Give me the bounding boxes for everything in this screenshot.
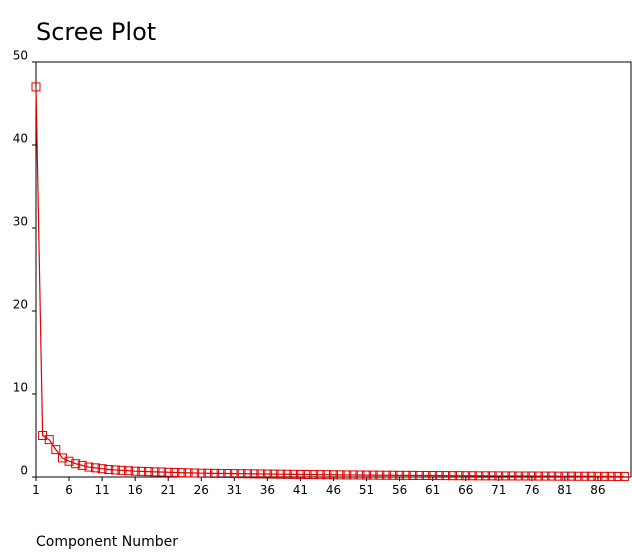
series-line (36, 87, 624, 477)
y-tick-label: 0 (20, 464, 28, 478)
x-tick-label: 56 (392, 483, 407, 497)
x-tick-label: 41 (293, 483, 308, 497)
y-tick-label: 20 (13, 298, 28, 312)
y-tick-label: 50 (13, 49, 28, 63)
x-tick-label: 76 (524, 483, 539, 497)
x-tick-label: 16 (128, 483, 143, 497)
x-tick-label: 11 (94, 483, 109, 497)
x-tick-label: 61 (425, 483, 440, 497)
y-tick-label: 40 (13, 132, 28, 146)
x-tick-label: 36 (260, 483, 275, 497)
x-tick-label: 21 (161, 483, 176, 497)
chart: Scree Plot Component Number 0 10 20 30 40 50 1… (0, 0, 632, 551)
x-tick-label: 6 (65, 483, 73, 497)
x-tick-label: 71 (491, 483, 506, 497)
y-tick-label: 10 (13, 381, 28, 395)
x-tick-label: 31 (227, 483, 242, 497)
x-tick-label: 81 (557, 483, 572, 497)
x-tick-label: 1 (32, 483, 40, 497)
x-tick-label: 66 (458, 483, 473, 497)
plot-frame (36, 62, 631, 477)
chart-title: Scree Plot (36, 18, 156, 46)
x-tick-label: 46 (326, 483, 341, 497)
x-tick-label: 51 (359, 483, 374, 497)
x-tick-label: 26 (194, 483, 209, 497)
y-tick-label: 30 (13, 215, 28, 229)
x-axis-label: Component Number (36, 534, 178, 550)
x-tick-label: 86 (590, 483, 605, 497)
